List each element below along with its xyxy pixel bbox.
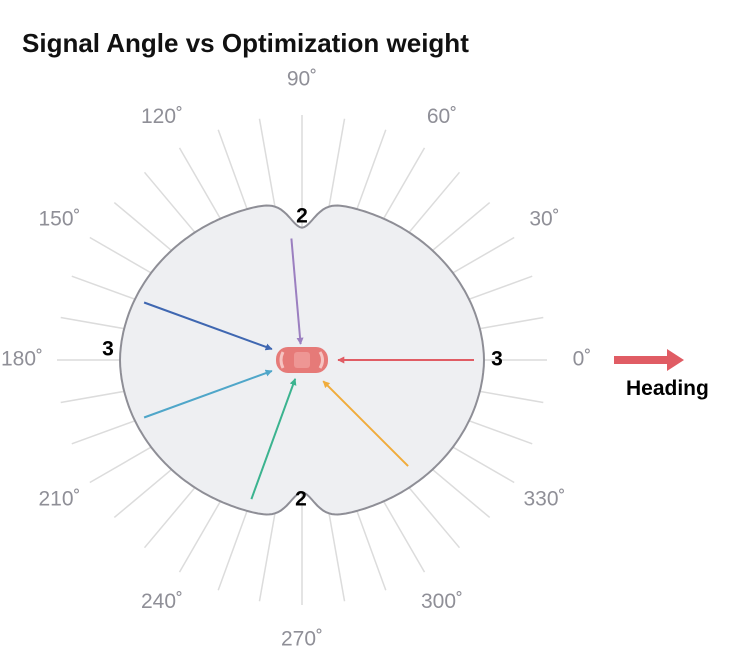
chart-title: Signal Angle vs Optimization weight <box>22 28 469 58</box>
angle-label-0: 0˚ <box>573 348 592 371</box>
angle-label-330: 330˚ <box>523 488 565 511</box>
signal-arrow-95 <box>290 238 304 345</box>
weight-label-top: 2 <box>296 205 308 228</box>
angle-label-60: 60˚ <box>427 105 457 128</box>
angle-label-240: 240˚ <box>141 590 183 613</box>
heading-arrow-icon <box>614 349 684 371</box>
angle-label-30: 30˚ <box>529 208 559 231</box>
weight-label-right: 3 <box>491 348 503 371</box>
signal-arrow-160 <box>143 301 273 351</box>
angle-label-150: 150˚ <box>38 208 80 231</box>
weight-label-left: 3 <box>102 338 114 361</box>
signal-arrow-200 <box>143 369 273 419</box>
signal-arrow-250 <box>250 378 297 500</box>
angle-label-210: 210˚ <box>38 488 80 511</box>
angle-label-180: 180˚ <box>1 348 43 371</box>
signal-arrows <box>143 238 474 500</box>
angle-labels: 0˚ 30˚ 60˚ 90˚ 120˚ 150˚ 180˚ 210˚ 240˚ 270˚ 300˚ 3… <box>1 68 591 646</box>
angle-label-270: 270˚ <box>281 628 323 646</box>
heading-label: Heading <box>626 377 709 400</box>
vehicle-icon <box>276 347 328 373</box>
heading-indicator: Heading <box>614 349 709 400</box>
angle-label-90: 90˚ <box>287 68 317 91</box>
signal-arrow-315 <box>322 380 409 467</box>
angle-label-120: 120˚ <box>141 105 183 128</box>
weight-labels: 3 2 3 2 <box>102 205 503 511</box>
angle-label-300: 300˚ <box>421 590 463 613</box>
weight-label-bottom: 2 <box>295 488 307 511</box>
